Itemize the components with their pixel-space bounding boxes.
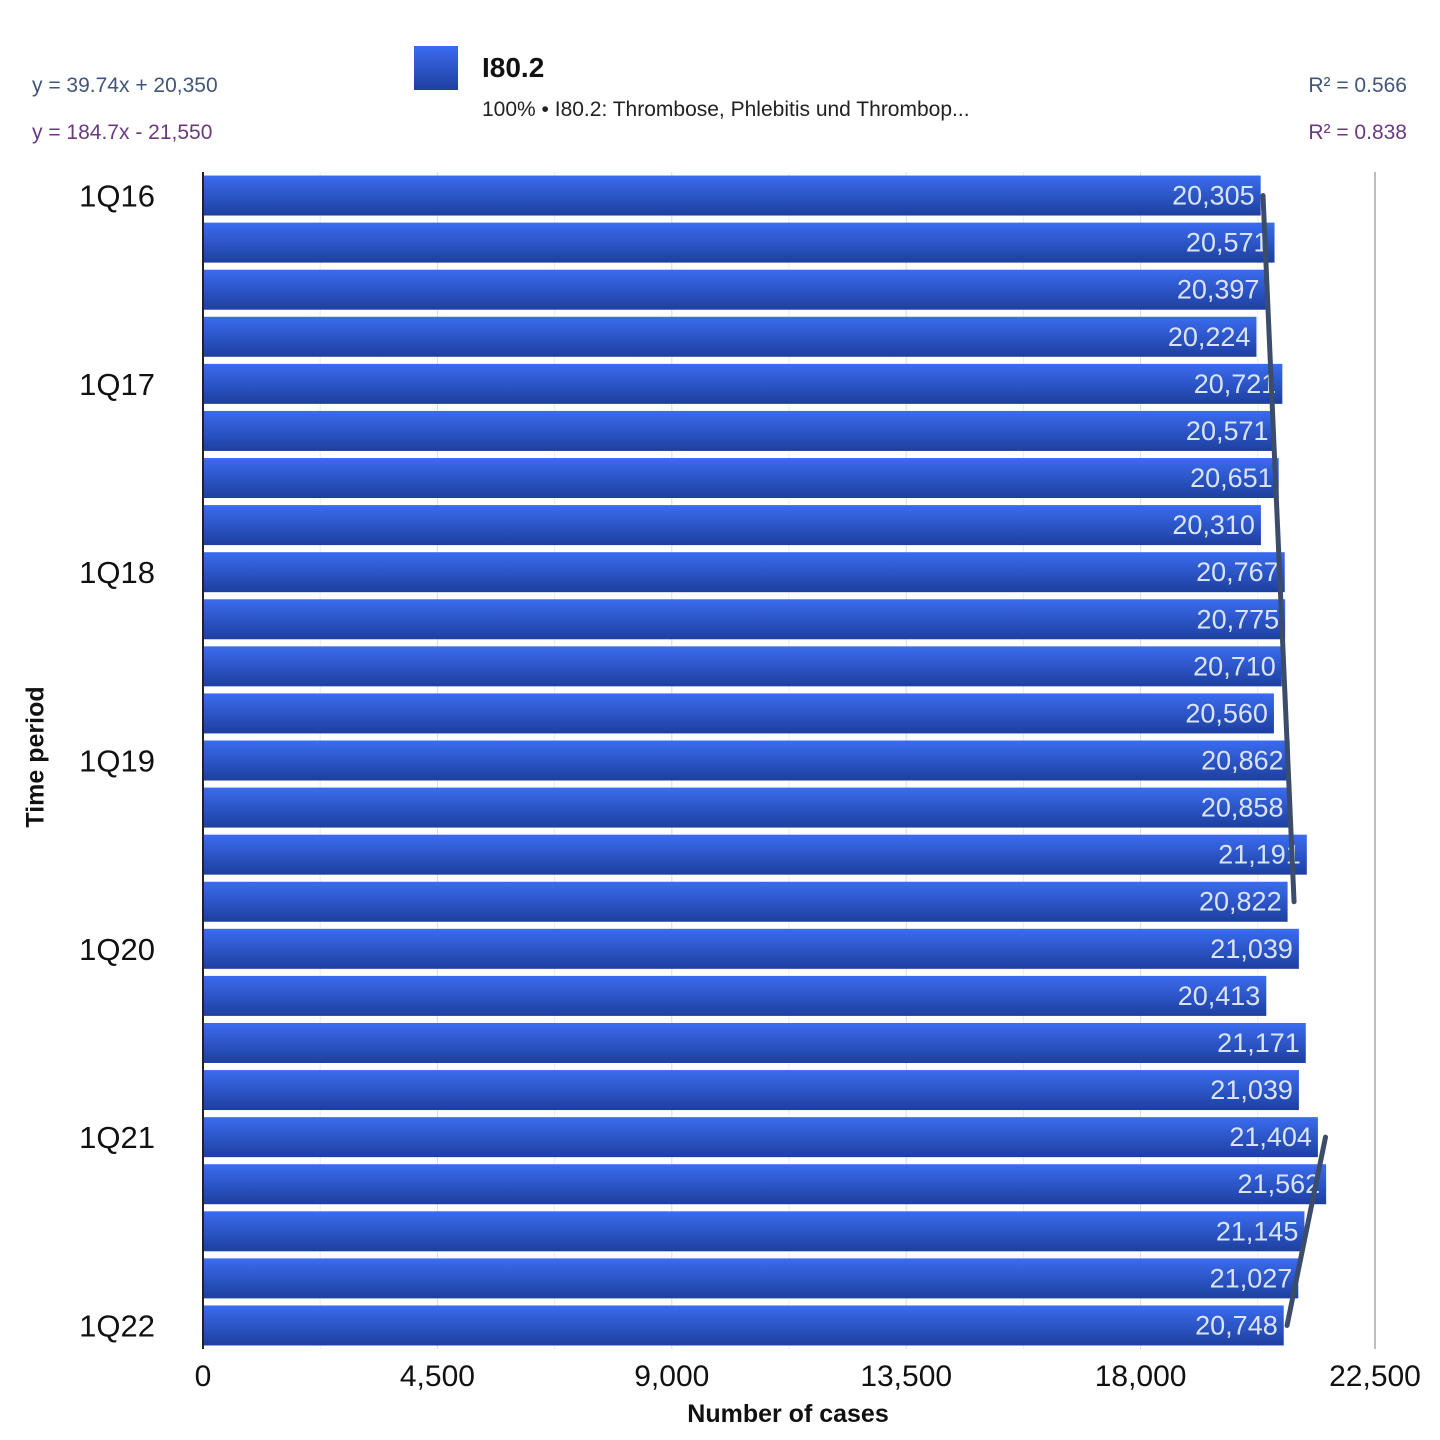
bars [203,175,1327,1346]
bar-4Q20[interactable] [203,1070,1299,1111]
x-axis-label: Number of cases [687,1400,889,1428]
bar-1Q18[interactable] [203,552,1285,593]
bar-3Q19[interactable] [203,834,1307,875]
bar-value-label: 20,721 [1194,369,1277,399]
legend-series-name[interactable]: I80.2 [482,52,545,83]
bar-value-label: 21,145 [1216,1216,1299,1246]
bar-value-label: 21,039 [1210,934,1293,964]
x-tick-label: 9,000 [634,1360,709,1393]
bar-value-label: 21,404 [1229,1122,1312,1152]
bar-2Q18[interactable] [203,599,1286,640]
trendline-1-equation: y = 39.74x + 20,350 [32,74,218,97]
y-tick-label: 1Q18 [79,555,155,590]
x-tick-label: 22,500 [1329,1360,1421,1393]
bar-value-label: 21,171 [1217,1028,1300,1058]
bar-value-label: 20,397 [1177,275,1260,305]
bar-1Q22[interactable] [203,1305,1284,1346]
bar-3Q17[interactable] [203,458,1279,499]
bar-value-label: 20,748 [1195,1310,1278,1340]
bar-3Q16[interactable] [203,269,1266,310]
bar-1Q20[interactable] [203,928,1299,969]
bar-4Q19[interactable] [203,881,1288,922]
y-tick-label: 1Q22 [79,1308,155,1343]
bar-value-label: 20,862 [1201,746,1284,776]
legend-series-description: 100% • I80.2: Thrombose, Phlebitis und T… [482,98,970,121]
bar-3Q18[interactable] [203,646,1282,687]
legend-swatch[interactable] [414,46,458,90]
bar-2Q21[interactable] [203,1164,1327,1205]
trendlines [1260,193,1329,1328]
y-axis-label: Time period [21,686,50,828]
bar-value-label: 20,224 [1168,322,1251,352]
y-tick-label: 1Q20 [79,932,155,967]
bar-1Q19[interactable] [203,740,1290,781]
bar-value-label: 20,413 [1178,981,1261,1011]
bar-1Q21[interactable] [203,1117,1318,1158]
trendline-2 [1284,1134,1329,1328]
bar-value-label: 20,305 [1172,181,1255,211]
trendline-1 [1260,193,1297,905]
bar-1Q16[interactable] [203,175,1261,216]
bar-4Q17[interactable] [203,505,1261,546]
bar-value-label: 21,191 [1218,840,1301,870]
bar-2Q16[interactable] [203,222,1275,263]
trendline-1-r2: R² = 0.566 [1308,74,1407,97]
bar-value-label: 21,562 [1238,1169,1321,1199]
y-tick-label: 1Q19 [79,744,155,779]
trendline-2-r2: R² = 0.838 [1308,121,1407,144]
bar-3Q21[interactable] [203,1211,1305,1252]
bar-value-label: 20,651 [1190,463,1273,493]
trendline-2-equation: y = 184.7x - 21,550 [32,121,213,144]
x-tick-label: 0 [195,1360,212,1393]
bar-value-label: 20,775 [1197,604,1280,634]
bar-value-label: 21,027 [1210,1263,1293,1293]
bar-2Q20[interactable] [203,975,1267,1016]
bar-4Q21[interactable] [203,1258,1299,1299]
bar-value-label: 20,310 [1172,510,1255,540]
bar-2Q17[interactable] [203,410,1275,451]
bar-3Q20[interactable] [203,1022,1306,1063]
x-tick-label: 4,500 [400,1360,475,1393]
bar-value-label: 20,571 [1186,228,1269,258]
bar-2Q19[interactable] [203,787,1290,828]
bar-value-label: 20,858 [1201,793,1284,823]
bar-4Q16[interactable] [203,316,1257,357]
bar-value-label: 20,571 [1186,416,1269,446]
axes: 0 4,500 9,000 13,500 18,000 22,500 1Q16 1Q17 1Q1… [79,172,1421,1393]
bar-value-label: 20,560 [1185,698,1268,728]
y-tick-label: 1Q17 [79,367,155,402]
bar-value-label: 20,710 [1193,651,1276,681]
x-tick-label: 13,500 [860,1360,952,1393]
bar-value-label: 20,767 [1196,557,1279,587]
x-tick-label: 18,000 [1095,1360,1187,1393]
bar-4Q18[interactable] [203,693,1274,734]
bar-value-label: 21,039 [1210,1075,1293,1105]
y-tick-label: 1Q16 [79,179,155,214]
bar-value-label: 20,822 [1199,887,1282,917]
bar-1Q17[interactable] [203,363,1283,404]
bar-value-labels: 20,305 20,571 20,397 20,224 20,721 20,571 20,6… [1168,181,1320,1341]
y-tick-label: 1Q21 [79,1120,155,1155]
